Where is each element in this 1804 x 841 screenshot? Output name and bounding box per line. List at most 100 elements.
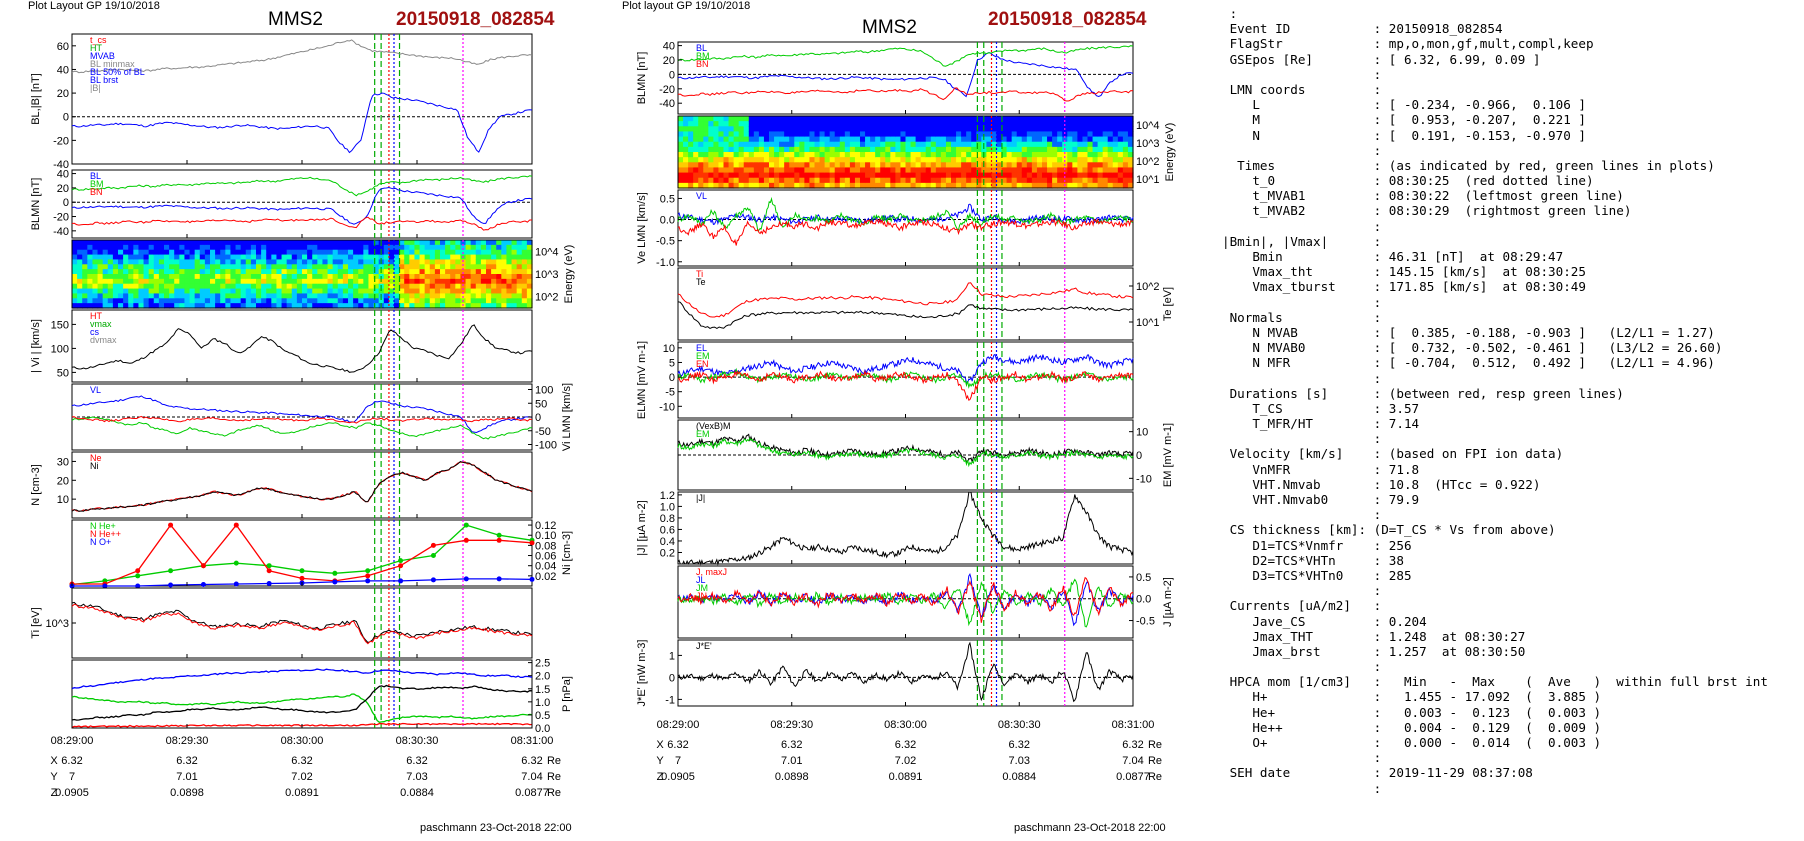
spectrogram-cell — [748, 131, 755, 138]
y-tick-label: 1.5 — [535, 684, 550, 696]
spectrogram-cell — [363, 244, 370, 251]
spectrogram-cell — [378, 288, 385, 295]
spectrogram-cell — [1102, 167, 1109, 174]
spectrogram-cell — [394, 240, 400, 246]
spectrogram-cell — [102, 269, 109, 275]
spectrogram-cell — [526, 288, 533, 295]
spectrogram-cell — [961, 131, 967, 138]
spectrogram-cell — [1057, 172, 1063, 179]
spectrogram-cell — [486, 240, 492, 246]
spectrogram-cell — [501, 249, 508, 256]
y-tick-label: 0.0 — [1136, 594, 1151, 606]
spectrogram-cell — [900, 141, 907, 148]
spectrogram-cell — [230, 259, 237, 265]
spectrogram-cell — [77, 240, 83, 246]
spectrogram-cell — [266, 274, 272, 280]
spectrogram-cell — [210, 274, 216, 280]
series-line-pb — [71, 693, 533, 723]
spectrogram-cell — [860, 172, 866, 179]
spectrogram-cell — [501, 274, 508, 280]
spectrogram-cell — [230, 254, 237, 261]
spectrogram-cell — [276, 298, 283, 304]
spectrogram-cell — [92, 254, 99, 261]
spectrogram-cell — [414, 240, 421, 246]
spectrogram-cell — [302, 274, 308, 280]
spectrogram-cell — [688, 116, 694, 122]
spectrogram-cell — [348, 274, 354, 280]
spectrogram-cell — [1011, 162, 1018, 169]
spectrogram-cell — [763, 167, 770, 174]
spectrogram-cell — [1097, 152, 1104, 158]
legend-entry: BL minmax — [90, 59, 135, 69]
spectrogram-cell — [844, 141, 851, 148]
spectrogram-cell — [414, 293, 421, 299]
spectrogram-cell — [164, 240, 170, 246]
spectrogram-cell — [419, 249, 426, 256]
spectrogram-cell — [261, 283, 267, 290]
spectrogram-cell — [865, 146, 871, 153]
spectrogram-cell — [261, 298, 267, 304]
spectrogram-cell — [718, 131, 725, 138]
spectrogram-cell — [450, 293, 456, 299]
spectrogram-cell — [414, 274, 421, 280]
spectrogram-cell — [915, 182, 922, 189]
spectrogram-cell — [1082, 121, 1089, 127]
spectrogram-cell — [860, 152, 866, 158]
spectrogram-cell — [678, 162, 684, 169]
spectrogram-cell — [870, 152, 876, 158]
spectrogram-cell — [915, 167, 922, 174]
spectrogram-cell — [1072, 121, 1078, 127]
spectrogram-cell — [769, 152, 775, 158]
spectrogram-cell — [915, 152, 922, 158]
spectrogram-cell — [920, 152, 927, 158]
spectrogram-cell — [683, 136, 689, 143]
data-point — [463, 522, 469, 528]
spectrogram-cell — [271, 264, 278, 270]
spectrogram-cell — [951, 167, 957, 174]
spectrogram-cell — [1112, 146, 1119, 153]
legend-entry: JL — [696, 575, 706, 585]
spectrogram-cell — [480, 269, 487, 275]
spectrogram-cell — [199, 269, 206, 275]
spectrogram-cell — [434, 303, 441, 309]
spectrogram-cell — [204, 269, 211, 275]
spectrogram-cell — [688, 146, 694, 153]
spectrogram-cell — [910, 177, 917, 184]
spectrogram-cell — [693, 131, 699, 138]
spectrogram-cell — [743, 146, 750, 153]
spectrogram-cell — [1107, 152, 1114, 158]
panel-frame — [71, 33, 533, 165]
spectrogram-cell — [774, 116, 780, 122]
spectrogram-cell — [327, 298, 334, 304]
spectrogram-cell — [450, 298, 456, 304]
spectrogram-cell — [77, 269, 83, 275]
spectrogram-cell — [276, 278, 283, 285]
spectrogram-cell — [174, 259, 180, 265]
spectrogram-cell — [794, 167, 800, 174]
spectrogram-cell — [824, 131, 831, 138]
info-line: HPCA mom [1/cm3] : Min - Max ( Ave ) wit… — [1222, 674, 1768, 690]
spectrogram-cell — [890, 126, 896, 133]
spectrogram-cell — [225, 303, 232, 309]
spectrogram-cell — [470, 293, 477, 299]
spectrogram-cell — [925, 141, 932, 148]
spectrogram-cell — [1016, 152, 1023, 158]
spectrogram-cell — [194, 303, 201, 309]
spectrogram-cell — [164, 278, 170, 285]
spectrogram-cell — [839, 172, 846, 179]
spectrogram-cell — [971, 177, 977, 184]
spectrogram-cell — [1042, 182, 1048, 189]
spectrogram-cell — [250, 254, 257, 261]
position-value: 6.32 — [667, 739, 688, 751]
spectrogram-cell — [829, 131, 836, 138]
spectrogram-cell — [1011, 146, 1018, 153]
plot-panel: 100-10 EM [mV m-1](VexB)MEM — [677, 419, 1174, 491]
spectrogram-cell — [414, 259, 421, 265]
spectrogram-cell — [102, 288, 109, 295]
spectrogram-cell — [703, 121, 709, 127]
spectrogram-cell — [1117, 141, 1124, 148]
position-value: 7 — [69, 771, 75, 783]
spectrogram-cell — [834, 152, 841, 158]
spectrogram-cell — [516, 259, 523, 265]
spectrogram-cell — [358, 254, 364, 261]
